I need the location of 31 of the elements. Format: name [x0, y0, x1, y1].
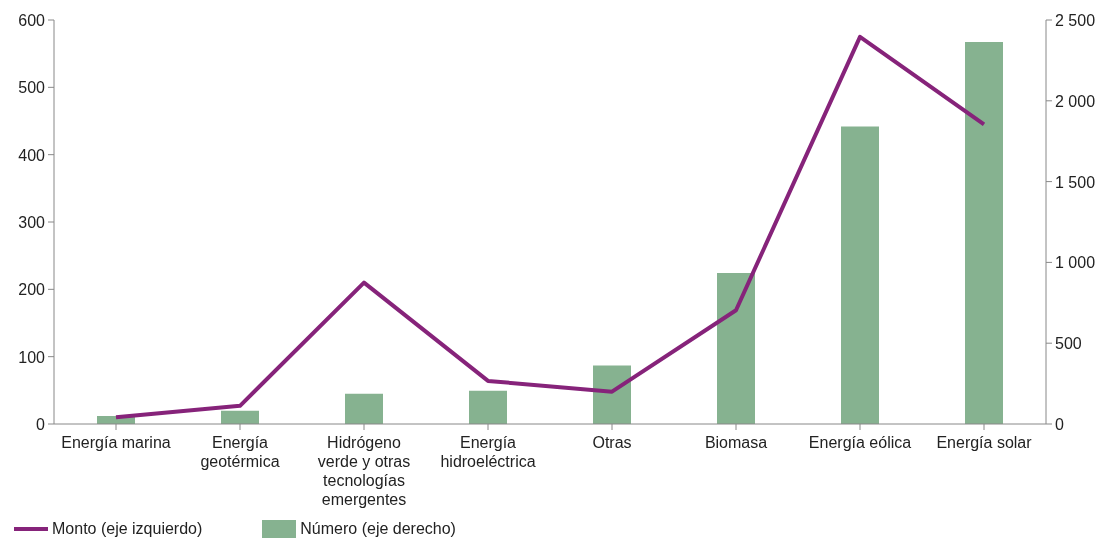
- line-series: [114, 34, 986, 420]
- y-tick-label: 100: [18, 348, 46, 366]
- y2-tick-label: 1 000: [1055, 254, 1096, 272]
- legend-label: Número (eje derecho): [300, 520, 456, 538]
- bar: [593, 365, 631, 424]
- x-tick-label: Energía hidroeléctrica: [440, 434, 536, 470]
- y2-tick-label: 500: [1055, 335, 1082, 353]
- y2-tick-label: 0: [1055, 416, 1064, 433]
- x-tick-label: Energía marina: [61, 434, 171, 451]
- x-tick-label: Hidrógeno verde y otras tecnologías emergentes: [317, 434, 411, 508]
- y-tick-label: 400: [18, 146, 46, 164]
- y2-tick-label: 2 000: [1055, 92, 1096, 110]
- x-tick-label: Biomasa: [704, 434, 768, 451]
- y-tick-label: 0: [36, 416, 46, 433]
- bar: [841, 126, 879, 424]
- y2-tick-label: 1 500: [1055, 173, 1096, 191]
- bar: [965, 41, 1003, 424]
- bar: [345, 393, 383, 424]
- y-tick-label: 300: [18, 214, 46, 231]
- legend-label: Monto (eje izquierdo): [52, 520, 203, 538]
- y2-tick-label: 2 500: [1055, 12, 1096, 29]
- y-tick-label: 600: [18, 12, 46, 29]
- x-tick-label: Energía solar: [936, 434, 1033, 451]
- x-tick-label: Otras: [592, 434, 632, 451]
- bar: [717, 272, 755, 424]
- x-tick-label: Energía eólica: [808, 434, 912, 451]
- y-tick-label: 200: [18, 281, 46, 299]
- bar: [469, 390, 507, 424]
- x-tick-label: Energía geotérmica: [200, 434, 280, 470]
- y-tick-label: 500: [18, 79, 46, 97]
- bar: [221, 410, 259, 424]
